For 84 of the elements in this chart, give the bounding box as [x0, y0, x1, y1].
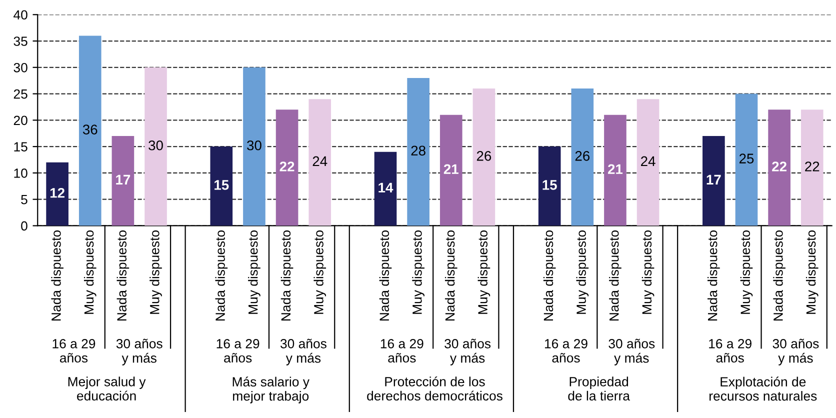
x-tick-label: Nada dispuesto: [379, 230, 392, 320]
data-label: 30: [247, 140, 262, 150]
x-tick-label: Nada dispuesto: [708, 230, 720, 320]
data-label: 14: [378, 182, 394, 192]
text: Propiedad de la tierra: [568, 376, 630, 401]
bar: [276, 110, 298, 226]
data-label: 28: [411, 146, 426, 156]
data-label: 21: [608, 164, 623, 174]
data-label: 22: [805, 162, 820, 172]
bar: [407, 78, 430, 226]
bar: [210, 146, 233, 226]
data-label: 21: [444, 164, 458, 174]
x-tick-label: Nada dispuesto: [215, 230, 228, 320]
y-tick-label: 10: [14, 168, 28, 178]
x-tick-label: Nada dispuesto: [116, 230, 130, 320]
bar: [800, 110, 824, 226]
text: 30 años y más: [608, 338, 655, 366]
y-tick-label: 5: [21, 195, 28, 204]
text: 30 años y más: [444, 338, 491, 366]
bar: [735, 94, 758, 226]
text: Explotación de recursos naturales: [710, 376, 817, 401]
x-tick-label: Nada dispuesto: [773, 230, 786, 320]
text: Mejor salud y educación: [68, 376, 146, 401]
bar: [374, 152, 397, 226]
x-tick-label: Muy dispuesto: [248, 230, 260, 314]
x-tick-label: Muy dispuesto: [642, 230, 654, 314]
x-tick-label: Muy dispuesto: [740, 230, 753, 314]
text: 16 a 29 años: [52, 339, 96, 363]
x-tick-label: Nada dispuesto: [444, 230, 458, 320]
x-tick-label: Nada dispuesto: [280, 230, 294, 320]
data-label: 30: [148, 140, 163, 150]
bar: [308, 99, 332, 226]
text: 30 años y más: [772, 338, 819, 366]
data-label: 12: [50, 188, 64, 198]
text: Más salario y mejor trabajo: [232, 376, 310, 404]
text: 16 a 29 años: [544, 339, 588, 363]
bar: [440, 114, 462, 226]
x-tick-label: Muy dispuesto: [150, 230, 162, 314]
x-tick-label: Muy dispuesto: [576, 230, 589, 314]
data-label: 15: [214, 180, 229, 190]
bar: [768, 110, 790, 226]
data-label: 22: [772, 162, 786, 172]
data-label: 26: [575, 151, 590, 161]
data-label: 15: [542, 180, 557, 190]
bar: [46, 162, 68, 226]
text: 30 años y más: [280, 338, 326, 366]
x-tick-label: Nada dispuesto: [543, 230, 556, 320]
data-label: 36: [82, 124, 98, 134]
text: 30 años y más: [116, 338, 162, 366]
text: Protección de los derechos democráticos: [367, 376, 502, 401]
data-label: 24: [641, 156, 656, 166]
data-label: 26: [476, 151, 492, 161]
x-tick-label: Muy dispuesto: [478, 230, 490, 314]
text: 16 a 29 años: [380, 339, 424, 363]
x-tick-label: Nada dispuesto: [51, 230, 64, 320]
y-tick-label: 40: [14, 10, 28, 20]
y-tick-label: 15: [14, 142, 28, 152]
data-label: 17: [116, 174, 130, 184]
data-label: 24: [312, 156, 328, 166]
data-label: 25: [739, 154, 754, 164]
x-tick-label: Muy dispuesto: [412, 230, 424, 314]
bar: [604, 114, 626, 226]
y-tick-label: 0: [21, 221, 28, 231]
y-tick-label: 25: [14, 89, 28, 99]
text: 16 a 29 años: [709, 339, 752, 363]
bar: [112, 136, 134, 226]
bar: [472, 88, 496, 226]
bar: [636, 99, 660, 226]
bar: [571, 88, 594, 226]
x-tick-label: Muy dispuesto: [84, 230, 96, 314]
y-tick-label: 20: [14, 116, 28, 126]
bar: [144, 67, 167, 226]
bar: [702, 136, 725, 226]
x-tick-label: Muy dispuesto: [314, 230, 326, 314]
y-tick-label: 35: [14, 36, 28, 46]
x-tick-label: Nada dispuesto: [609, 230, 622, 320]
bar: [78, 36, 102, 226]
bar: [538, 146, 561, 226]
text: 16 a 29 años: [216, 339, 260, 363]
bar: [243, 67, 266, 226]
data-label: 17: [706, 174, 721, 184]
data-label: 22: [280, 162, 294, 172]
y-tick-label: 30: [14, 62, 28, 72]
x-tick-label: Muy dispuesto: [806, 230, 818, 314]
